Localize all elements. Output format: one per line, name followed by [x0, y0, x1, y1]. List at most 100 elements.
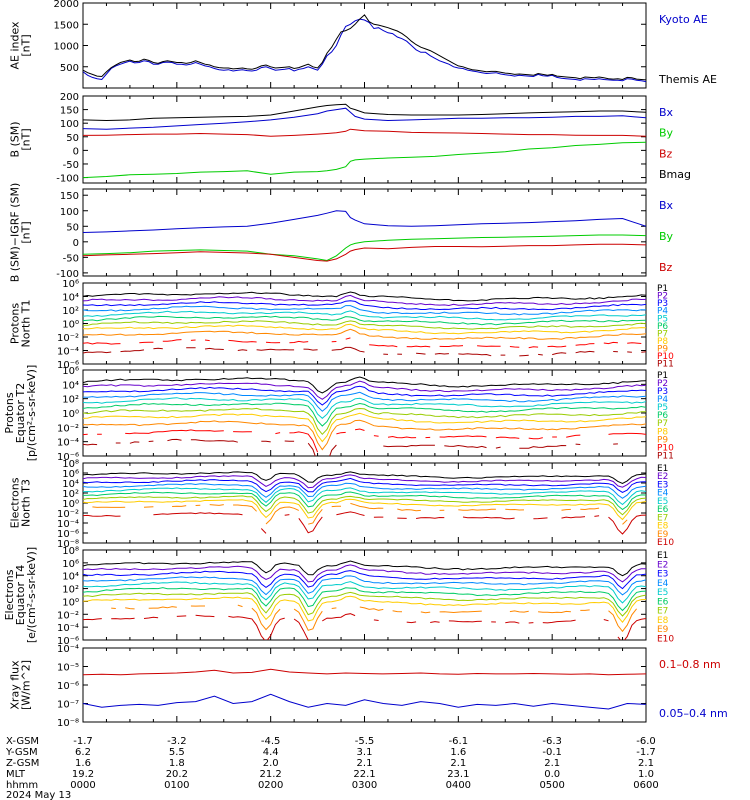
series-line-bz	[83, 128, 646, 137]
ephemeris-value: 2.0	[263, 758, 279, 769]
channel-line-e3	[83, 477, 646, 493]
y-tick-label: 1000	[54, 42, 79, 53]
legend-label: By	[659, 127, 674, 140]
ephemeris-value: -3.2	[167, 736, 187, 747]
y-tick-label: 10⁴	[62, 380, 79, 391]
channel-label: P6	[657, 322, 668, 332]
channel-line-e4	[83, 575, 646, 596]
ephemeris-row-label: Y-GSM	[5, 747, 38, 758]
y-axis-label: ProtonsNorth T1	[9, 300, 33, 348]
y-tick-label: 10⁶	[62, 559, 79, 570]
ephemeris-value: -4.5	[261, 736, 281, 747]
series-group	[83, 291, 646, 357]
y-tick-label: 500	[60, 63, 79, 74]
channel-label: P1	[657, 371, 668, 381]
channel-label: P11	[657, 360, 674, 370]
legend-label: Themis AE	[658, 73, 717, 86]
channel-label: E7	[657, 607, 668, 617]
y-axis-label: ElectronsEquator T4[e/(cm²-s-sr-keV)]	[3, 547, 38, 643]
y-tick-label: 10⁻²	[57, 333, 79, 344]
channel-label: E4	[657, 489, 669, 499]
channel-label: E1	[657, 464, 668, 474]
y-tick-label: 10⁻⁴	[57, 438, 79, 449]
y-tick-label: 100	[60, 207, 79, 218]
series-group	[83, 103, 646, 179]
panel-frame	[82, 462, 647, 544]
panel-frame	[82, 95, 647, 184]
y-tick-label: 50	[66, 133, 79, 144]
channel-line-e1	[83, 560, 646, 577]
channel-label: P2	[657, 292, 668, 302]
channel-line-p2	[83, 294, 646, 307]
ephemeris-value: 19.2	[72, 769, 94, 780]
channel-label: P4	[657, 395, 668, 405]
y-tick-label: 150	[60, 106, 79, 117]
channel-label: E5	[657, 497, 668, 507]
y-tick-label: 10⁻²	[57, 423, 79, 434]
series-line-0-1-0-8-nm	[83, 668, 646, 676]
channel-line-p1	[83, 291, 646, 302]
y-tick-label: 10⁴	[62, 479, 79, 490]
y-tick-label: 10⁶	[62, 366, 79, 377]
channel-label: P5	[657, 403, 668, 413]
y-tick-label: 200	[60, 92, 79, 103]
legend-label: By	[659, 230, 674, 243]
y-axis-label: ElectronsNorth T3	[9, 477, 33, 528]
y-tick-label: 150	[60, 191, 79, 202]
y-axis-label-line: Protons	[9, 303, 22, 344]
channel-label: E7	[657, 513, 668, 523]
channel-label: P8	[657, 427, 668, 437]
series-group	[83, 560, 646, 640]
legend-label: Bx	[659, 199, 674, 212]
legend-label: 0.05–0.4 nm	[659, 707, 728, 720]
y-tick-label: 10⁰	[62, 409, 79, 420]
y-axis-label-line: [W/m^2]	[20, 660, 33, 710]
y-tick-label: 100	[60, 119, 79, 130]
y-axis-label: Xray flux[W/m^2]	[9, 660, 33, 710]
y-axis-label-line: North T3	[20, 479, 33, 527]
y-tick-label: 10⁴	[62, 572, 79, 583]
ephemeris-value: 2.1	[450, 758, 466, 769]
channel-label: P7	[657, 329, 668, 339]
series-line-bx	[83, 210, 646, 233]
y-axis-label-line: [e/(cm²-s-sr-keV)]	[25, 547, 38, 643]
series-line-kyoto-ae	[83, 18, 646, 83]
series-line-0-05-0-4-nm	[83, 693, 646, 710]
y-tick-label: 10⁻⁴	[57, 347, 79, 358]
y-tick-label: 0	[73, 238, 79, 249]
channel-line-e4	[83, 482, 646, 499]
y-tick-label: 10⁻⁵	[57, 663, 79, 674]
channel-line-p7	[83, 407, 646, 436]
y-tick-label: 10²	[62, 306, 79, 317]
y-tick-label: 10⁰	[62, 320, 79, 331]
channel-label: E3	[657, 480, 668, 490]
channel-label: P3	[657, 387, 668, 397]
y-tick-label: 10⁻⁴	[57, 623, 79, 634]
ephemeris-value: 0000	[70, 780, 95, 791]
channel-label: E9	[657, 530, 669, 540]
channel-label: E2	[657, 472, 668, 482]
channel-line-e5	[83, 487, 646, 506]
y-tick-label: 10⁴	[62, 293, 79, 304]
series-group	[83, 668, 646, 710]
channel-label: E6	[657, 597, 669, 607]
y-tick-label: 10⁻⁶	[57, 360, 79, 371]
series-group	[83, 14, 646, 83]
ephemeris-row-label: hhmm	[6, 780, 38, 791]
y-tick-label: 0	[73, 146, 79, 157]
channel-label: P10	[657, 352, 674, 362]
ephemeris-value: 20.2	[166, 769, 188, 780]
ephemeris-value: 22.1	[353, 769, 375, 780]
series-line-bx	[83, 107, 646, 130]
y-tick-label: 10⁻⁶	[57, 636, 79, 647]
y-axis-label-line: B (SM)	[9, 121, 22, 157]
legend-label: Kyoto AE	[659, 13, 708, 26]
channel-line-p9	[83, 419, 646, 451]
ephemeris-value: -6.1	[449, 736, 469, 747]
ephemeris-row-label: X-GSM	[6, 736, 39, 747]
channel-line-p5	[83, 397, 646, 419]
channel-label: P2	[657, 379, 668, 389]
series-group	[83, 376, 646, 470]
